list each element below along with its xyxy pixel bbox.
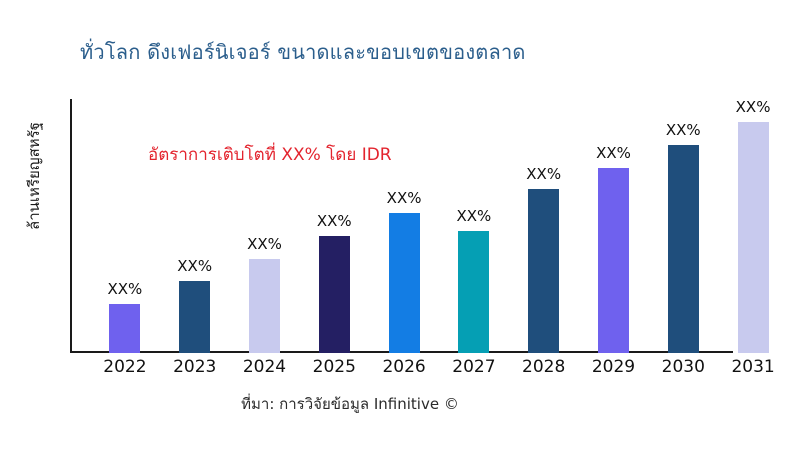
bar-slot-2029: XX% <box>579 99 649 353</box>
bar-slot-2031: XX% <box>718 99 788 353</box>
bar-value-label-2028: XX% <box>526 164 562 183</box>
bar-slot-2030: XX% <box>648 99 718 353</box>
x-tick-2025: 2025 <box>312 357 356 377</box>
bar-2022 <box>109 303 141 353</box>
bar-slot-2023: XX% <box>160 99 230 353</box>
x-tick-2026: 2026 <box>382 357 426 377</box>
bar-value-label-2025: XX% <box>316 211 352 230</box>
bar-value-label-2023: XX% <box>177 257 213 276</box>
x-tick-2022: 2022 <box>103 357 147 377</box>
source-note: ที่มา: การวิจัยข้อมูล Infinitive © <box>241 395 459 413</box>
x-tick-2029: 2029 <box>591 357 636 377</box>
bar-value-label-2031: XX% <box>735 98 771 117</box>
bar-slot-2022: XX% <box>90 99 160 353</box>
bar-2030 <box>667 144 699 353</box>
bar-value-label-2029: XX% <box>596 144 631 163</box>
bars-row: XX% XX% XX% XX% XX% XX% XX% XX% XX% XX% <box>90 99 788 353</box>
bar-2023 <box>179 281 211 353</box>
bar-value-label-2022: XX% <box>107 279 143 298</box>
growth-rate-annotation: อัตราการเติบโตที่ XX% โดย IDR <box>148 145 392 165</box>
bar-value-label-2027: XX% <box>456 207 492 226</box>
bar-2027 <box>458 231 490 353</box>
y-axis-line <box>70 99 72 353</box>
bar-slot-2028: XX% <box>509 99 579 353</box>
bar-slot-2024: XX% <box>230 99 300 353</box>
bar-2025 <box>318 235 350 353</box>
bar-value-label-2024: XX% <box>247 235 282 254</box>
x-tick-2024: 2024 <box>242 357 287 377</box>
x-axis-labels: 2022 2023 2024 2025 2026 2027 2028 2029 2030 2031 <box>90 357 788 377</box>
x-tick-2028: 2028 <box>522 357 566 377</box>
y-axis-label: ล้านเหรียญสหรัฐ <box>25 122 43 230</box>
bar-2026 <box>388 213 420 353</box>
x-tick-2030: 2030 <box>661 357 705 377</box>
bar-slot-2025: XX% <box>299 99 369 353</box>
bar-2029 <box>597 168 629 353</box>
bar-value-label-2030: XX% <box>665 120 701 139</box>
bar-2024 <box>248 259 280 353</box>
x-tick-2027: 2027 <box>452 357 496 377</box>
bar-value-label-2026: XX% <box>386 189 422 208</box>
chart-title: ทั่วโลก ดึงเฟอร์นิเจอร์ ขนาดและขอบเขตของ… <box>80 40 526 64</box>
bar-slot-2027: XX% <box>439 99 509 353</box>
x-tick-2023: 2023 <box>173 357 217 377</box>
x-tick-2031: 2031 <box>731 357 775 377</box>
bar-2028 <box>528 188 560 353</box>
bar-2031 <box>737 122 769 353</box>
bar-slot-2026: XX% <box>369 99 439 353</box>
